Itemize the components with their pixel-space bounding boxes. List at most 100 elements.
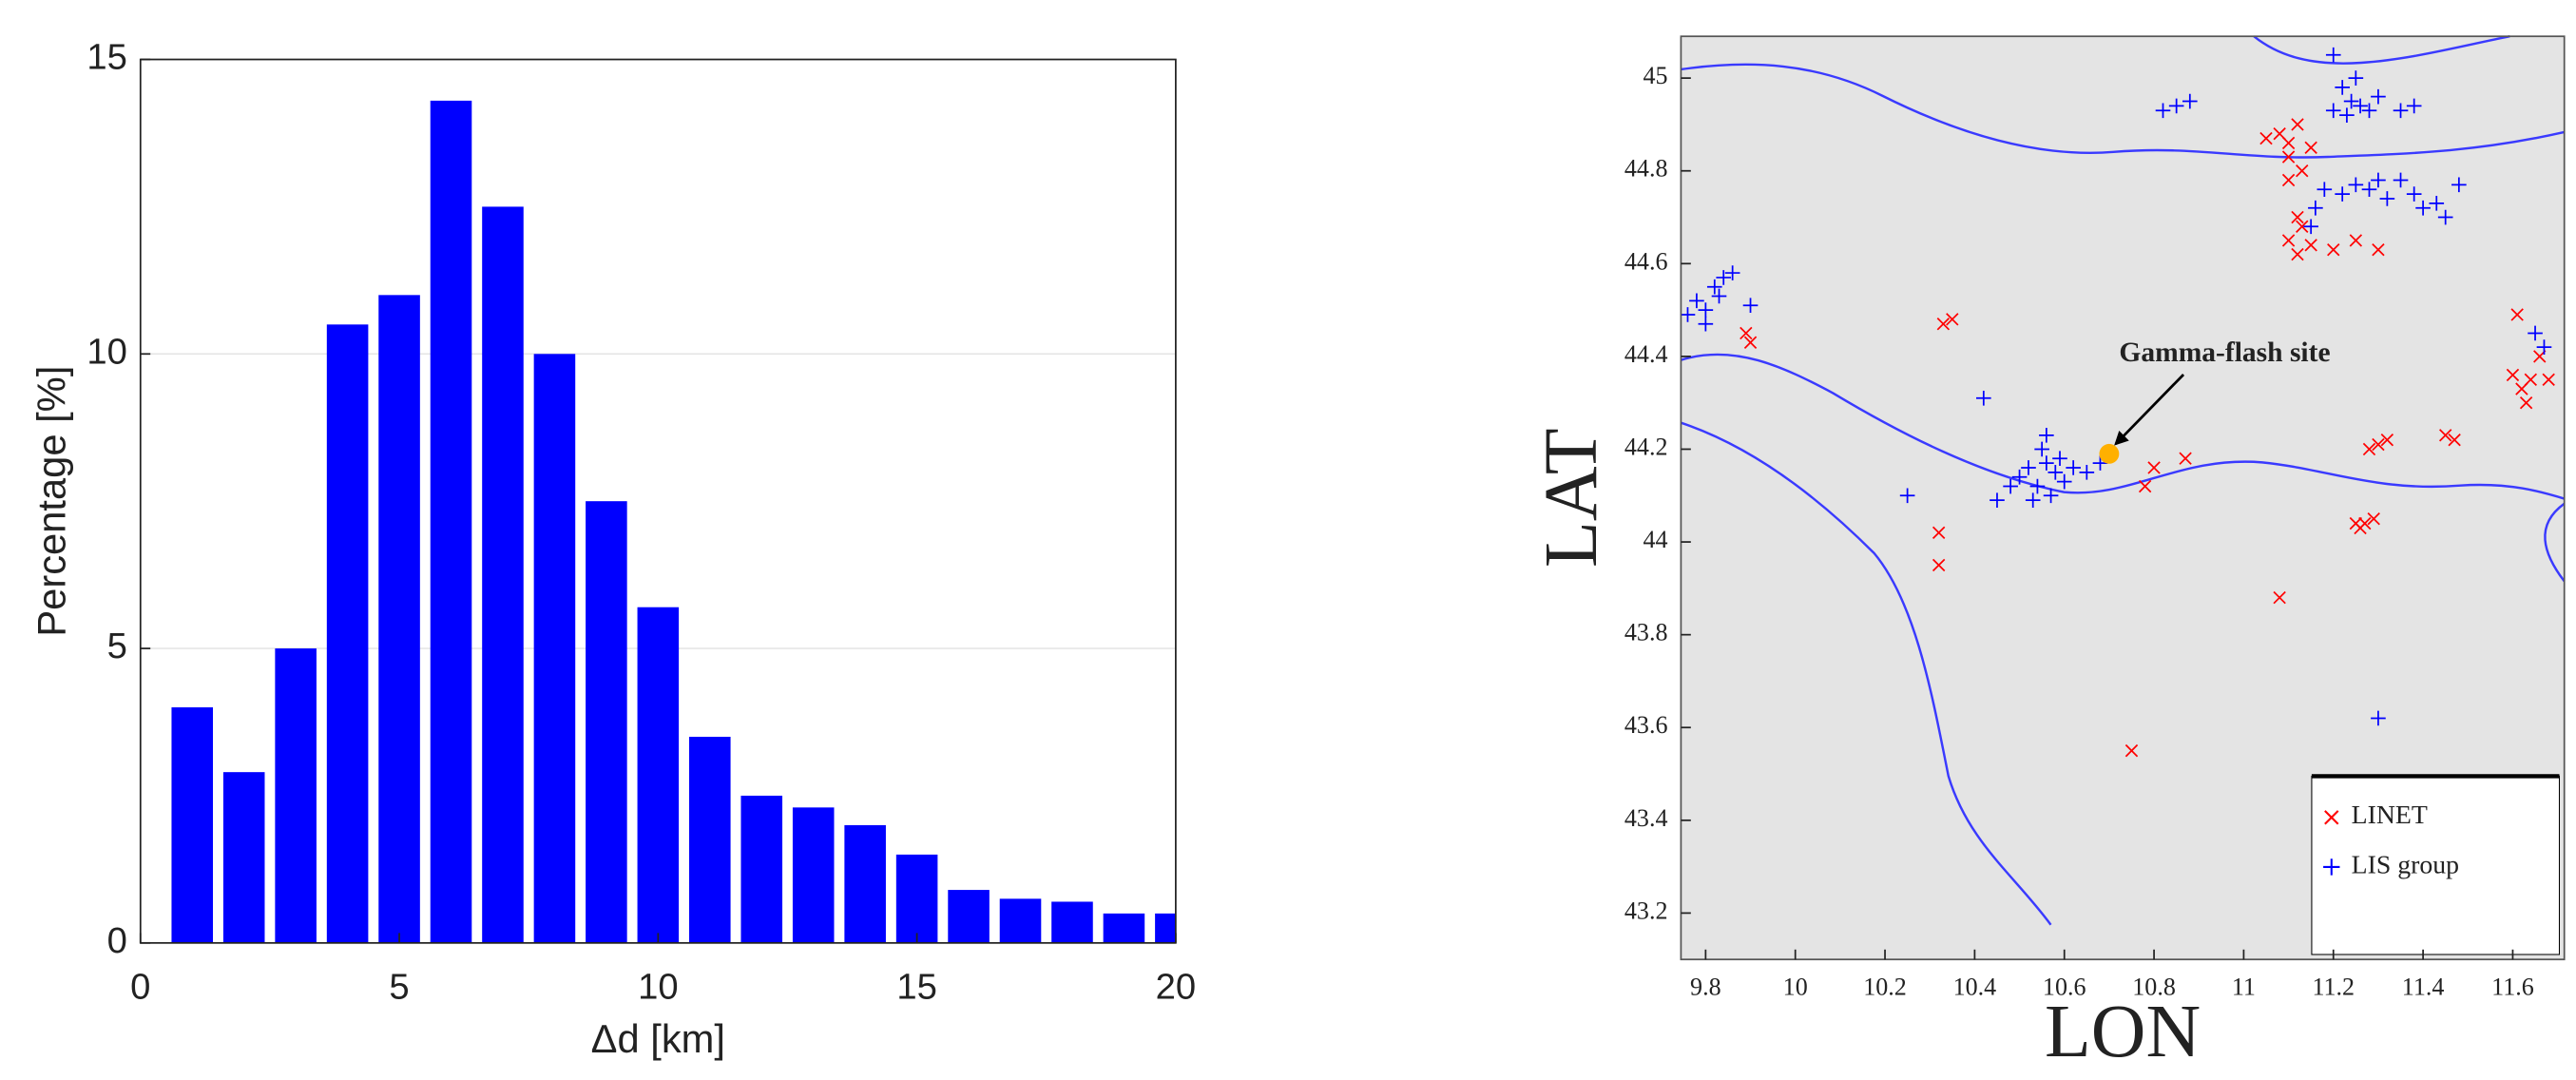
point [2304, 141, 2317, 155]
point [2536, 339, 2552, 355]
point [2079, 465, 2095, 480]
point [2034, 441, 2049, 457]
point [1990, 492, 2005, 508]
bar [844, 824, 886, 943]
y-tick-label: 45 [1643, 62, 1667, 89]
point [2281, 173, 2296, 187]
legend-marker [2323, 858, 2340, 876]
y-tick-label: 43.6 [1624, 711, 1668, 739]
point [1976, 390, 1991, 406]
point [2124, 743, 2139, 758]
point [2335, 80, 2351, 95]
coast-east [2544, 502, 2566, 583]
point [2304, 239, 2317, 252]
point [1724, 265, 1740, 280]
point [1716, 270, 1732, 285]
y-tick-label: 44.8 [1624, 155, 1668, 183]
point [2406, 186, 2422, 202]
point [2362, 442, 2376, 456]
y-axis-label: LAT [1529, 428, 1613, 567]
x-tick-label: 20 [1156, 967, 1197, 1008]
point [2371, 88, 2386, 105]
point [2437, 209, 2453, 225]
point [2029, 478, 2046, 494]
bar [326, 324, 369, 943]
point [2524, 373, 2538, 386]
point [2528, 325, 2543, 341]
x-tick-label: 0 [130, 967, 150, 1008]
bar [948, 890, 990, 943]
x-tick-label: 10.4 [1953, 973, 1997, 1000]
y-tick-label: 5 [107, 626, 127, 666]
map-lines [1681, 35, 2566, 926]
point [2519, 395, 2533, 410]
x-tick-label: 15 [896, 967, 936, 1008]
point [2349, 234, 2363, 247]
y-tick-label: 43.8 [1624, 619, 1668, 646]
x-tick-label: 11.6 [2491, 973, 2534, 1000]
point [2348, 177, 2364, 193]
point [1742, 298, 1759, 314]
y-tick-label: 44.6 [1624, 247, 1668, 275]
bar [482, 206, 524, 943]
bar [1051, 901, 1093, 943]
x-tick-label: 9.8 [1690, 973, 1721, 1000]
point [2273, 590, 2286, 605]
river-mid [1681, 353, 2566, 500]
legend-marker [2324, 810, 2339, 825]
point [1932, 558, 1946, 572]
point [2303, 219, 2318, 235]
bar [430, 100, 472, 943]
bar [999, 898, 1042, 943]
point [1698, 302, 1714, 318]
point [2372, 437, 2385, 452]
point [2281, 150, 2296, 164]
point [2451, 177, 2467, 193]
bar [689, 736, 731, 943]
point [2011, 469, 2028, 485]
point [2448, 434, 2461, 447]
point [2179, 452, 2192, 465]
y-tick-label: 0 [107, 920, 127, 961]
point [2506, 368, 2520, 382]
point [2343, 93, 2359, 109]
point [2348, 70, 2364, 86]
point [2092, 455, 2108, 471]
point [2308, 200, 2323, 216]
point [1689, 293, 1704, 309]
point [2047, 465, 2064, 480]
point [2291, 247, 2304, 261]
point [1743, 336, 1758, 349]
point [2335, 186, 2351, 202]
point [2291, 118, 2304, 131]
bars [171, 100, 1176, 943]
x-tick-label: 11.2 [2312, 973, 2355, 1000]
point [2021, 460, 2036, 475]
bar [586, 501, 627, 943]
point [2155, 103, 2171, 119]
point [2168, 98, 2184, 114]
y-axis-label: Percentage [%] [29, 366, 73, 637]
y-tick-label: 43.4 [1624, 804, 1668, 832]
point [2380, 434, 2394, 447]
point [1899, 488, 1915, 504]
point [2052, 451, 2067, 467]
point [1946, 313, 1959, 326]
x-tick-label: 10 [1783, 973, 1808, 1000]
bar [533, 354, 576, 943]
point [2510, 308, 2524, 321]
x-axis-label: LON [2045, 990, 2201, 1073]
y-tick-label: 44.4 [1624, 340, 1668, 368]
point [2429, 196, 2445, 211]
bar [792, 807, 835, 943]
y-tick-label: 43.2 [1624, 897, 1668, 924]
x-tick-label: 11 [2232, 973, 2256, 1000]
point [2025, 492, 2041, 508]
point [2361, 182, 2377, 198]
x-tick-label: 10.8 [2132, 973, 2176, 1000]
bar [275, 648, 317, 943]
point [2372, 242, 2385, 257]
point [2281, 136, 2296, 150]
point [2542, 373, 2555, 386]
